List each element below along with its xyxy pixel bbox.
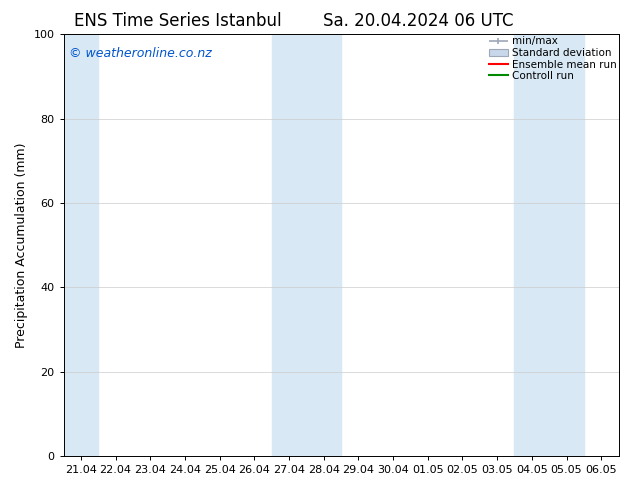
Text: © weatheronline.co.nz: © weatheronline.co.nz — [69, 47, 212, 60]
Bar — [272, 34, 341, 456]
Y-axis label: Precipitation Accumulation (mm): Precipitation Accumulation (mm) — [15, 143, 28, 348]
Bar — [63, 34, 98, 456]
Text: Sa. 20.04.2024 06 UTC: Sa. 20.04.2024 06 UTC — [323, 12, 514, 30]
Legend: min/max, Standard deviation, Ensemble mean run, Controll run: min/max, Standard deviation, Ensemble me… — [489, 36, 616, 81]
Bar — [514, 34, 584, 456]
Text: ENS Time Series Istanbul: ENS Time Series Istanbul — [74, 12, 281, 30]
